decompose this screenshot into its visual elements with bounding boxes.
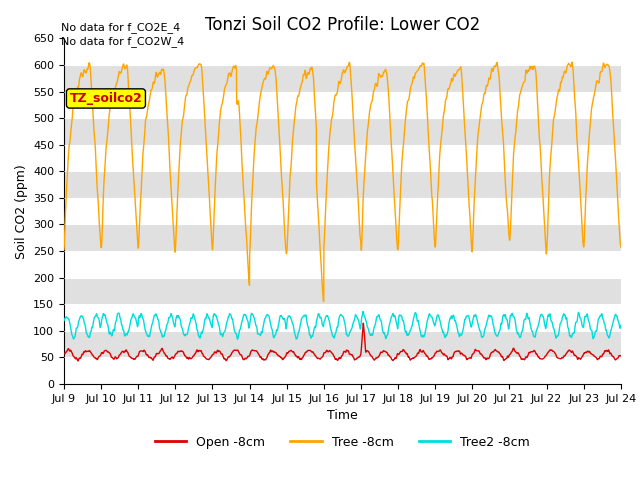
Line: Tree -8cm: Tree -8cm: [64, 62, 621, 301]
Bar: [64, 65, 621, 92]
Legend: Open -8cm, Tree -8cm, Tree2 -8cm: Open -8cm, Tree -8cm, Tree2 -8cm: [150, 431, 534, 454]
Text: No data for f_CO2W_4: No data for f_CO2W_4: [61, 36, 184, 47]
Open -8cm: [298, 356, 306, 362]
Tree2 -8cm: [157, 328, 164, 334]
Tree2 -8cm: [606, 331, 614, 336]
Open -8cm: [617, 353, 625, 359]
Open -8cm: [157, 348, 164, 353]
Tree -8cm: [124, 66, 131, 72]
Open -8cm: [60, 350, 68, 356]
Open -8cm: [547, 347, 554, 353]
Text: No data for f_CO2E_4: No data for f_CO2E_4: [61, 22, 180, 33]
Tree -8cm: [546, 164, 554, 169]
Tree -8cm: [568, 59, 576, 65]
Tree -8cm: [298, 80, 305, 86]
Open -8cm: [124, 349, 132, 355]
Open -8cm: [360, 320, 367, 326]
Tree2 -8cm: [234, 336, 241, 342]
Tree2 -8cm: [298, 315, 306, 321]
Title: Tonzi Soil CO2 Profile: Lower CO2: Tonzi Soil CO2 Profile: Lower CO2: [205, 16, 480, 34]
Tree -8cm: [617, 244, 625, 250]
Line: Open -8cm: Open -8cm: [64, 323, 621, 361]
Tree2 -8cm: [359, 309, 367, 314]
Bar: [64, 118, 621, 145]
Text: TZ_soilco2: TZ_soilco2: [70, 92, 142, 105]
Line: Tree2 -8cm: Tree2 -8cm: [64, 312, 621, 339]
Tree2 -8cm: [617, 323, 625, 328]
Tree -8cm: [157, 72, 164, 77]
Open -8cm: [274, 352, 282, 358]
Open -8cm: [74, 358, 82, 364]
Bar: [64, 331, 621, 358]
Tree2 -8cm: [274, 326, 282, 332]
Bar: [64, 277, 621, 304]
Tree -8cm: [320, 299, 328, 304]
Bar: [64, 12, 621, 38]
Bar: [64, 171, 621, 198]
Tree2 -8cm: [60, 318, 68, 324]
Bar: [64, 225, 621, 251]
Tree2 -8cm: [124, 330, 131, 336]
Tree -8cm: [274, 101, 282, 107]
Tree2 -8cm: [547, 312, 554, 318]
X-axis label: Time: Time: [327, 409, 358, 422]
Open -8cm: [606, 351, 614, 357]
Y-axis label: Soil CO2 (ppm): Soil CO2 (ppm): [15, 164, 28, 259]
Tree -8cm: [60, 247, 68, 252]
Tree -8cm: [606, 71, 614, 77]
